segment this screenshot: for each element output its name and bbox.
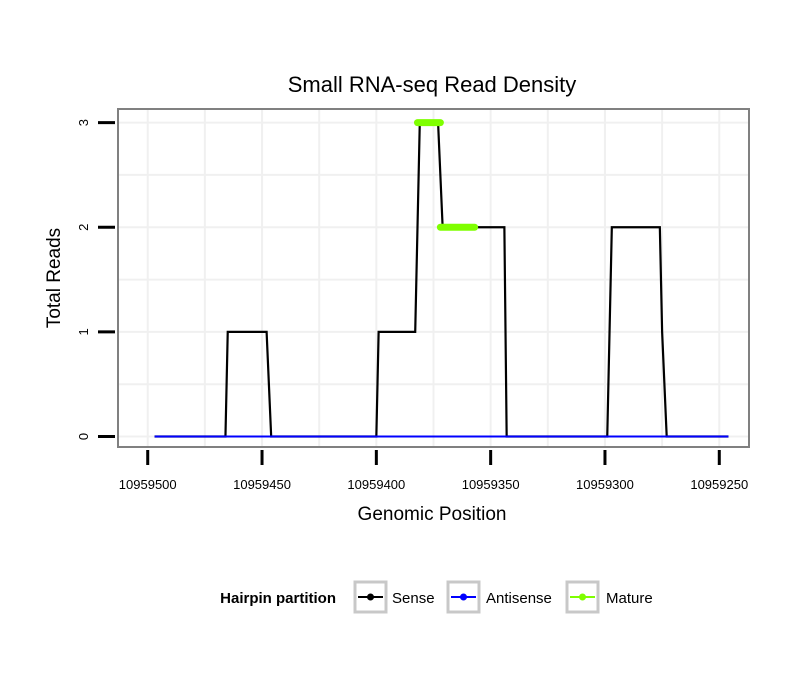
legend-label-sense: Sense bbox=[392, 590, 435, 607]
legend-title: Hairpin partition bbox=[220, 590, 336, 607]
legend: Hairpin partition Sense Antisense Mature bbox=[220, 580, 653, 614]
y-tick-label: 1 bbox=[76, 328, 91, 335]
legend-key-point bbox=[460, 593, 467, 601]
x-axis: 10959500 10959450 10959400 10959350 10959300… bbox=[119, 450, 748, 492]
legend-key-point bbox=[579, 593, 586, 601]
x-tick-label: 10959400 bbox=[347, 477, 405, 492]
y-axis-title: Total Reads bbox=[44, 228, 65, 328]
y-tick-label: 2 bbox=[76, 224, 91, 231]
x-tick-label: 10959450 bbox=[233, 477, 291, 492]
x-axis-title: Genomic Position bbox=[358, 504, 507, 525]
legend-label-mature: Mature bbox=[606, 590, 653, 607]
chart-title: Small RNA-seq Read Density bbox=[288, 72, 577, 97]
series-lines bbox=[154, 119, 729, 438]
x-tick-label: 10959250 bbox=[690, 477, 748, 492]
x-tick-label: 10959350 bbox=[462, 477, 520, 492]
y-axis: 0 1 2 3 bbox=[76, 119, 115, 440]
y-tick-label: 0 bbox=[76, 433, 91, 440]
legend-label-antisense: Antisense bbox=[486, 590, 552, 607]
y-tick-label: 3 bbox=[76, 119, 91, 126]
x-tick-label: 10959500 bbox=[119, 477, 177, 492]
legend-key-point bbox=[367, 593, 374, 601]
x-tick-label: 10959300 bbox=[576, 477, 634, 492]
